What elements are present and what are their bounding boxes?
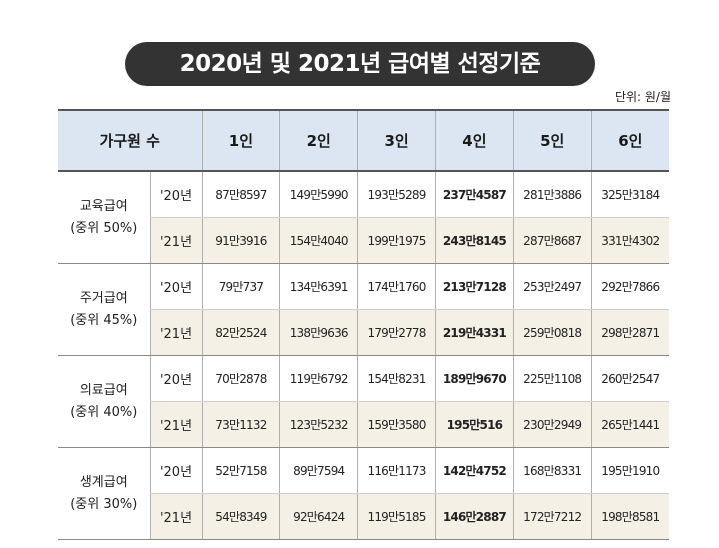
value-cell: 149만5990 <box>279 171 358 218</box>
table-row: 주거급여 (중위 45%) '20년 79만737 134만6391 174만1760 21… <box>58 263 669 356</box>
unit-label: 단위: 원/월 <box>614 90 671 104</box>
value-cell: 195만516 <box>434 401 514 448</box>
year-cell: '20년 <box>149 447 202 494</box>
header-col-6: 6인 <box>590 109 669 172</box>
header-col-4: 4인 <box>434 109 514 172</box>
table-row: '21년 73만1132 123만5232 159만3580 195만516 230만29… <box>58 401 669 448</box>
value-cell: 265만1441 <box>590 401 669 448</box>
benefit-category-cell: 주거급여 (중위 45%) <box>58 263 150 356</box>
year-cell: '21년 <box>149 217 202 264</box>
value-cell: 79만737 <box>201 263 280 310</box>
value-cell: 174만1760 <box>357 263 436 310</box>
benefit-median-ratio: (중위 45%) <box>70 312 138 328</box>
table-body: 교육급여 (중위 50%) '20년 87만8597 149만5990 193만5289 2… <box>58 171 669 540</box>
criteria-table-container: 가구원 수 1인 2인 3인 4인 5인 6인 교육급여 (중위 50%) '20년… <box>58 109 669 540</box>
value-cell: 193만5289 <box>357 171 436 218</box>
value-cell: 159만3580 <box>357 401 436 448</box>
value-cell: 146만2887 <box>434 493 514 540</box>
value-cell: 195만1910 <box>590 447 669 494</box>
value-cell: 189만9670 <box>434 355 514 402</box>
value-cell: 119만5185 <box>357 493 436 540</box>
value-cell: 87만8597 <box>201 171 280 218</box>
benefit-median-ratio: (중위 30%) <box>70 496 138 512</box>
value-cell: 168만8331 <box>512 447 592 494</box>
table-row: '21년 54만8349 92만6424 119만5185 146만2887 172만72… <box>58 493 669 540</box>
value-cell: 154만8231 <box>357 355 436 402</box>
value-cell: 230만2949 <box>512 401 592 448</box>
value-cell: 54만8349 <box>201 493 280 540</box>
year-cell: '21년 <box>149 493 202 540</box>
header-col-3: 3인 <box>357 109 436 172</box>
table-row: 교육급여 (중위 50%) '20년 87만8597 149만5990 193만5289 2… <box>58 171 669 264</box>
value-cell: 225만1108 <box>512 355 592 402</box>
header-col-5: 5인 <box>512 109 592 172</box>
value-cell: 134만6391 <box>279 263 358 310</box>
value-cell: 92만6424 <box>279 493 358 540</box>
benefit-category-cell: 교육급여 (중위 50%) <box>58 171 150 264</box>
benefit-name: 교육급여 <box>79 198 128 214</box>
header-household-size: 가구원 수 <box>58 109 202 172</box>
value-cell: 331만4302 <box>590 217 669 264</box>
value-cell: 287만8687 <box>512 217 592 264</box>
value-cell: 138만9636 <box>279 309 358 356</box>
value-cell: 179만2778 <box>357 309 436 356</box>
value-cell: 259만0818 <box>512 309 592 356</box>
table-row: 의료급여 (중위 40%) '20년 70만2878 119만6792 154만8231 1… <box>58 355 669 448</box>
value-cell: 123만5232 <box>279 401 358 448</box>
header-col-2: 2인 <box>279 109 358 172</box>
year-cell: '21년 <box>149 309 202 356</box>
benefit-median-ratio: (중위 50%) <box>70 220 138 236</box>
value-cell: 260만2547 <box>590 355 669 402</box>
criteria-table: 가구원 수 1인 2인 3인 4인 5인 6인 교육급여 (중위 50%) '20년… <box>58 109 669 540</box>
value-cell: 73만1132 <box>201 401 280 448</box>
value-cell: 213만7128 <box>434 263 514 310</box>
value-cell: 154만4040 <box>279 217 358 264</box>
value-cell: 89만7594 <box>279 447 358 494</box>
value-cell: 172만7212 <box>512 493 592 540</box>
value-cell: 198만8581 <box>590 493 669 540</box>
benefit-median-ratio: (중위 40%) <box>70 404 138 420</box>
table-row: '21년 91만3916 154만4040 199만1975 243만8145 287만8… <box>58 217 669 264</box>
value-cell: 52만7158 <box>201 447 280 494</box>
value-cell: 292만7866 <box>590 263 669 310</box>
benefit-category-cell: 의료급여 (중위 40%) <box>58 355 150 448</box>
year-cell: '21년 <box>149 401 202 448</box>
year-cell: '20년 <box>149 355 202 402</box>
benefit-name: 의료급여 <box>79 382 128 398</box>
page-title: 2020년 및 2021년 급여별 선정기준 <box>125 42 595 86</box>
value-cell: 82만2524 <box>201 309 280 356</box>
value-cell: 199만1975 <box>357 217 436 264</box>
header-col-1: 1인 <box>201 109 280 172</box>
benefit-name: 주거급여 <box>79 290 128 306</box>
value-cell: 281만3886 <box>512 171 592 218</box>
value-cell: 142만4752 <box>434 447 514 494</box>
benefit-category-cell: 생계급여 (중위 30%) <box>58 447 150 540</box>
table-row: '21년 82만2524 138만9636 179만2778 219만4331 259만0… <box>58 309 669 356</box>
value-cell: 219만4331 <box>434 309 514 356</box>
value-cell: 91만3916 <box>201 217 280 264</box>
year-cell: '20년 <box>149 263 202 310</box>
benefit-name: 생계급여 <box>79 474 128 490</box>
value-cell: 70만2878 <box>201 355 280 402</box>
table-header-row: 가구원 수 1인 2인 3인 4인 5인 6인 <box>58 109 669 172</box>
value-cell: 119만6792 <box>279 355 358 402</box>
year-cell: '20년 <box>149 171 202 218</box>
value-cell: 253만2497 <box>512 263 592 310</box>
value-cell: 325만3184 <box>590 171 669 218</box>
value-cell: 237만4587 <box>434 171 514 218</box>
value-cell: 243만8145 <box>434 217 514 264</box>
value-cell: 116만1173 <box>357 447 436 494</box>
table-row: 생계급여 (중위 30%) '20년 52만7158 89만7594 116만1173 14… <box>58 447 669 540</box>
value-cell: 298만2871 <box>590 309 669 356</box>
